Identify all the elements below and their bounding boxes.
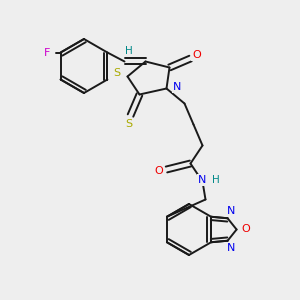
Text: N: N xyxy=(198,175,207,185)
Text: H: H xyxy=(125,46,133,56)
Text: S: S xyxy=(125,119,133,130)
Text: N: N xyxy=(226,243,235,253)
Text: F: F xyxy=(44,47,50,58)
Text: N: N xyxy=(226,206,235,216)
Text: H: H xyxy=(212,175,220,185)
Text: S: S xyxy=(113,68,121,79)
Text: N: N xyxy=(173,82,181,92)
Text: O: O xyxy=(192,50,201,61)
Text: O: O xyxy=(241,224,250,235)
Text: O: O xyxy=(154,166,164,176)
